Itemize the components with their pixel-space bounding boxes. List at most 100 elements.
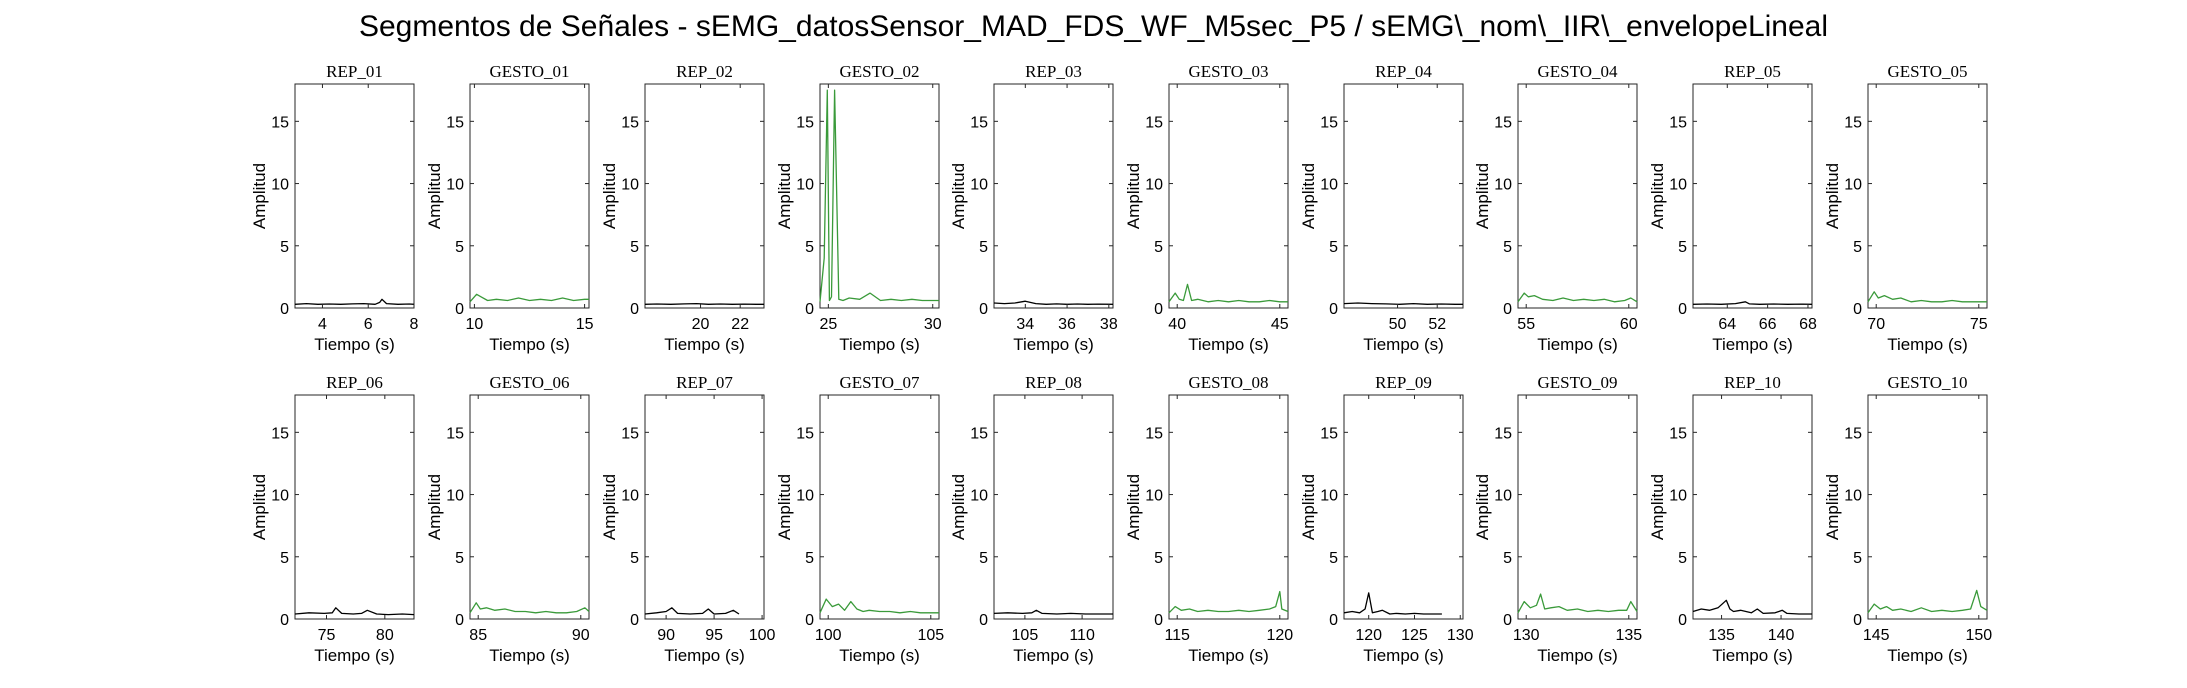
- panel-title: REP_09: [1375, 373, 1432, 392]
- x-axis-label: Tiempo (s): [489, 335, 570, 354]
- x-tick-label: 75: [318, 627, 336, 644]
- y-tick-label: 5: [455, 550, 464, 567]
- x-axis-label: Tiempo (s): [1013, 335, 1094, 354]
- x-tick-label: 120: [1355, 627, 1382, 644]
- x-tick-label: 100: [815, 627, 842, 644]
- y-axis-label: Amplitud: [1823, 474, 1842, 540]
- x-tick-label: 125: [1401, 627, 1428, 644]
- x-axis-label: Tiempo (s): [664, 646, 745, 665]
- panel-rep-05: 0 5 10 15 64 66 68 REP_05 Tiempo (s) Amplitud: [1648, 62, 1817, 354]
- y-tick-label: 15: [1320, 114, 1338, 131]
- y-tick-label: 15: [271, 425, 289, 442]
- panel-title: GESTO_01: [490, 62, 570, 81]
- x-axis-label: Tiempo (s): [1712, 335, 1793, 354]
- y-tick-label: 15: [1669, 425, 1687, 442]
- y-tick-label: 0: [1503, 612, 1512, 629]
- series-line: [1343, 592, 1442, 615]
- y-tick-label: 10: [1320, 488, 1338, 505]
- panel-gesto-03: 0 5 10 15 40 45 GESTO_03 Tiempo (s) Amplitud: [1124, 62, 1289, 354]
- series-line: [469, 602, 590, 614]
- y-tick-label: 0: [630, 612, 639, 629]
- y-tick-label: 15: [1145, 425, 1163, 442]
- y-tick-label: 0: [979, 612, 988, 629]
- y-tick-label: 5: [1853, 550, 1862, 567]
- series-line: [644, 607, 740, 615]
- panel-title: GESTO_04: [1538, 62, 1618, 81]
- x-tick-label: 20: [692, 316, 710, 333]
- x-axis-label: Tiempo (s): [1188, 646, 1269, 665]
- y-tick-label: 0: [280, 612, 289, 629]
- series-line: [644, 302, 764, 305]
- series-line: [1343, 302, 1463, 305]
- y-tick-label: 5: [805, 550, 814, 567]
- y-axis-label: Amplitud: [775, 474, 794, 540]
- y-tick-label: 10: [1320, 177, 1338, 194]
- y-tick-label: 10: [1844, 177, 1862, 194]
- y-axis-label: Amplitud: [1299, 474, 1318, 540]
- axes-box: [1517, 394, 1638, 620]
- x-tick-label: 105: [917, 627, 944, 644]
- y-tick-label: 5: [979, 550, 988, 567]
- axes-box: [644, 394, 765, 620]
- y-tick-label: 0: [1154, 301, 1163, 318]
- y-axis-label: Amplitud: [600, 163, 619, 229]
- y-tick-label: 0: [1853, 301, 1862, 318]
- panel-title: REP_02: [676, 62, 733, 81]
- y-tick-label: 5: [280, 550, 289, 567]
- panel-rep-10: 0 5 10 15 135 140 REP_10 Tiempo (s) Amplitud: [1648, 373, 1813, 665]
- x-tick-label: 75: [1970, 316, 1988, 333]
- x-tick-label: 135: [1615, 627, 1642, 644]
- axes-box: [819, 83, 940, 309]
- panel-gesto-08: 0 5 10 15 115 120 GESTO_08 Tiempo (s) Amplitud: [1124, 373, 1293, 665]
- x-tick-label: 50: [1389, 316, 1407, 333]
- y-tick-label: 10: [621, 177, 639, 194]
- y-tick-label: 15: [1844, 114, 1862, 131]
- panel-title: GESTO_03: [1189, 62, 1269, 81]
- axes-box: [294, 394, 415, 620]
- y-axis-label: Amplitud: [250, 474, 269, 540]
- y-tick-label: 5: [1503, 550, 1512, 567]
- y-tick-label: 5: [979, 239, 988, 256]
- panel-rep-07: 0 5 10 15 90 95 100 REP_07 Tiempo (s) Amplitud: [600, 373, 776, 665]
- series-line: [1168, 590, 1289, 614]
- y-axis-label: Amplitud: [1648, 474, 1667, 540]
- y-axis-label: Amplitud: [1124, 474, 1143, 540]
- y-tick-label: 10: [970, 488, 988, 505]
- y-tick-label: 5: [1329, 239, 1338, 256]
- panel-title: REP_05: [1724, 62, 1781, 81]
- x-axis-label: Tiempo (s): [1537, 646, 1618, 665]
- y-tick-label: 10: [1494, 177, 1512, 194]
- y-axis-label: Amplitud: [1473, 163, 1492, 229]
- y-tick-label: 15: [970, 425, 988, 442]
- x-axis-label: Tiempo (s): [314, 646, 395, 665]
- y-tick-label: 15: [271, 114, 289, 131]
- panel-gesto-01: 0 5 10 15 10 15 GESTO_01 Tiempo (s) Amplitud: [425, 62, 594, 354]
- y-tick-label: 10: [1494, 488, 1512, 505]
- panel-gesto-02: 0 5 10 15 25 30 GESTO_02 Tiempo (s) Amplitud: [775, 62, 942, 354]
- axes-box: [1692, 83, 1813, 309]
- x-axis-label: Tiempo (s): [1188, 335, 1269, 354]
- panel-title: GESTO_05: [1888, 62, 1968, 81]
- y-tick-label: 5: [630, 550, 639, 567]
- panel-title: REP_08: [1025, 373, 1082, 392]
- y-tick-label: 0: [1678, 301, 1687, 318]
- x-tick-label: 36: [1058, 316, 1076, 333]
- y-tick-label: 10: [970, 177, 988, 194]
- y-tick-label: 0: [1678, 612, 1687, 629]
- panel-title: GESTO_08: [1189, 373, 1269, 392]
- x-tick-label: 100: [749, 627, 776, 644]
- x-tick-label: 95: [705, 627, 723, 644]
- panel-gesto-07: 0 5 10 15 100 105 GESTO_07 Tiempo (s) Amplitud: [775, 373, 944, 665]
- y-axis-label: Amplitud: [425, 474, 444, 540]
- x-tick-label: 90: [572, 627, 590, 644]
- y-axis-label: Amplitud: [600, 474, 619, 540]
- x-axis-label: Tiempo (s): [1887, 646, 1968, 665]
- x-tick-label: 80: [376, 627, 394, 644]
- axes-box: [993, 83, 1114, 309]
- panel-rep-09: 0 5 10 15 120 125 130 REP_09 Tiempo (s) Amplitud: [1299, 373, 1474, 665]
- y-axis-label: Amplitud: [775, 163, 794, 229]
- x-tick-label: 6: [364, 316, 373, 333]
- y-axis-label: Amplitud: [1299, 163, 1318, 229]
- series-line: [1517, 593, 1638, 614]
